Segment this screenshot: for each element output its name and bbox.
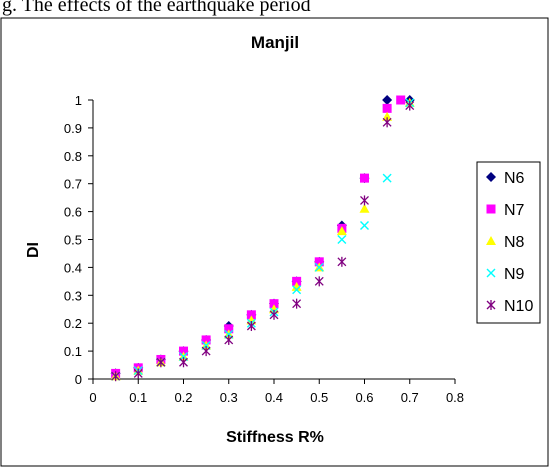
data-point-n7 <box>382 103 392 113</box>
chart-frame <box>0 17 549 467</box>
data-point-n10 <box>337 256 347 267</box>
data-point-n8 <box>269 304 279 314</box>
data-point-n9 <box>360 221 369 231</box>
x-tick-label: 0.6 <box>355 390 373 405</box>
data-point-n10 <box>292 298 302 309</box>
data-point-n6 <box>382 95 393 105</box>
data-point-n10 <box>269 309 279 320</box>
data-point-n9 <box>314 262 324 272</box>
data-point-n10 <box>224 334 234 345</box>
data-point-n7 <box>179 346 188 356</box>
y-tick-label: 0.5 <box>64 233 82 248</box>
x-tick-label: 0.2 <box>174 390 192 405</box>
legend-marker-n9 <box>486 268 496 278</box>
y-tick-label: 0.1 <box>64 344 82 359</box>
caption-text: g. The effects of the earthquake period <box>2 0 311 16</box>
legend: N6 N7 N8 N9 N10 <box>476 161 541 324</box>
y-tick-label: 0.3 <box>64 288 82 303</box>
data-point-n10 <box>382 117 392 128</box>
legend-marker-n8 <box>486 236 496 245</box>
data-point-n7 <box>292 276 302 286</box>
data-point-n9 <box>292 285 302 295</box>
data-point-n7 <box>396 95 406 105</box>
data-point-n10 <box>201 346 211 357</box>
data-point-n9 <box>337 235 347 244</box>
data-point-n7 <box>224 324 234 334</box>
legend-label-n10: N10 <box>504 298 533 315</box>
data-point-n7 <box>201 335 211 345</box>
data-point-n8 <box>382 111 393 121</box>
x-axis-label: Stiffness R% <box>226 429 324 446</box>
x-tick-label: 0 <box>89 390 96 405</box>
y-tick-label: 0.8 <box>64 149 82 164</box>
x-tick-label: 0.3 <box>220 390 238 405</box>
data-point-n7 <box>360 173 369 183</box>
data-point-n7 <box>314 257 324 267</box>
x-tick-label: 0.4 <box>265 390 283 405</box>
data-point-n8 <box>359 203 370 213</box>
y-tick-label: 0.7 <box>64 177 82 192</box>
legend-label-n7: N7 <box>504 202 525 219</box>
x-tick-label: 0.8 <box>446 390 464 405</box>
y-axis-label: DI <box>25 242 42 258</box>
y-tick-label: 1 <box>75 93 82 108</box>
legend-marker-n10 <box>486 300 496 310</box>
data-point-n9 <box>382 173 392 183</box>
data-point-n7 <box>246 310 256 320</box>
x-tick-label: 0.1 <box>129 390 147 405</box>
legend-marker-n6 <box>486 172 496 182</box>
data-point-n10 <box>246 320 256 331</box>
data-marks <box>110 95 415 382</box>
data-point-n10 <box>156 357 166 368</box>
y-tick-label: 0.9 <box>64 121 82 136</box>
x-tick-label: 0.5 <box>310 390 328 405</box>
ticks: 0 0.1 0.2 0.3 0.4 0.5 0.6 0.7 0.8 0 0.1 0.2 0.3 0.4 0.… <box>64 93 464 405</box>
data-point-n10 <box>179 357 188 368</box>
legend-label-n8: N8 <box>504 234 525 251</box>
data-point-n7 <box>269 299 279 309</box>
y-tick-label: 0.2 <box>64 316 82 331</box>
data-point-n10 <box>405 100 415 111</box>
y-tick-label: 0.6 <box>64 205 82 220</box>
data-point-n8 <box>246 315 257 325</box>
data-point-n8 <box>291 281 302 291</box>
y-tick-label: 0.4 <box>64 260 82 275</box>
data-point-n8 <box>336 226 347 236</box>
data-point-n10 <box>314 276 324 287</box>
legend-marker-n7 <box>486 204 496 214</box>
chart-title: Manjil <box>251 33 299 52</box>
data-point-n10 <box>360 195 369 206</box>
legend-label-n9: N9 <box>504 266 525 283</box>
x-tick-label: 0.7 <box>401 390 419 405</box>
data-point-n10 <box>133 368 143 379</box>
y-tick-label: 0 <box>75 372 82 387</box>
data-point-n10 <box>111 371 121 382</box>
legend-label-n6: N6 <box>504 170 525 187</box>
